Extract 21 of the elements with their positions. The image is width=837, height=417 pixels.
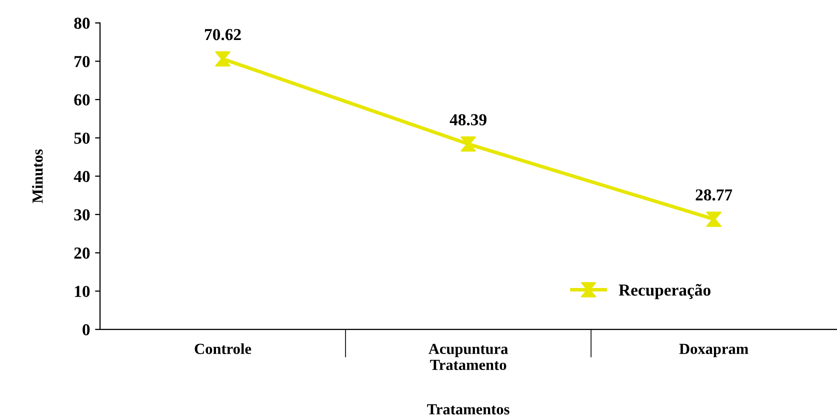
- y-tick-label: 10: [74, 286, 90, 298]
- x-axis-title: Tratamentos: [427, 404, 510, 414]
- y-tick-label: 30: [74, 209, 90, 220]
- legend-label: Recuperação: [618, 284, 710, 300]
- point: [215, 51, 230, 67]
- y-tick-label: 80: [74, 18, 90, 29]
- y-tick-label: 70: [74, 56, 90, 68]
- y-tick-label: 0: [82, 324, 90, 336]
- y-axis-title: Minutos: [32, 149, 43, 204]
- y-tick-label: 20: [74, 248, 90, 259]
- data-label: 28.77: [696, 189, 732, 201]
- y-tick-label: 50: [74, 132, 90, 144]
- point: [706, 212, 722, 227]
- data-label: 48.39: [450, 114, 486, 126]
- x-tick-label: Acupuntura Tratamento: [428, 344, 508, 370]
- y-tick-label: 60: [74, 94, 90, 106]
- y-tick-label: 40: [74, 170, 90, 182]
- x-tick-label: Doxapram: [679, 344, 748, 358]
- x-tick-label: Controle: [194, 343, 252, 354]
- point: [460, 136, 476, 152]
- data-label: 70.62: [204, 28, 241, 40]
